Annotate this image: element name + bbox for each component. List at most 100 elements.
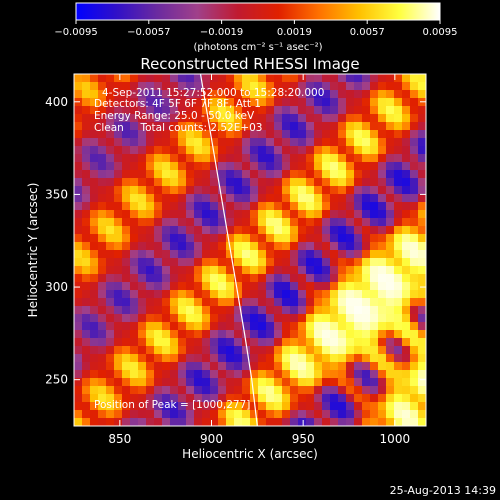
heatmap-cell xyxy=(194,370,203,379)
heatmap-cell xyxy=(290,90,299,99)
heatmap-cell xyxy=(186,194,195,203)
heatmap-cell xyxy=(138,162,147,171)
heatmap-cell xyxy=(338,298,347,307)
heatmap-cell xyxy=(386,154,395,163)
heatmap-cell xyxy=(346,178,355,187)
heatmap-cell xyxy=(322,258,331,267)
heatmap-cell xyxy=(290,242,299,251)
heatmap-cell xyxy=(226,330,235,339)
heatmap-cell xyxy=(82,218,91,227)
heatmap-cell xyxy=(346,218,355,227)
heatmap-cell xyxy=(90,90,99,99)
heatmap-cell xyxy=(258,114,267,123)
heatmap-cell xyxy=(90,154,99,163)
heatmap-cell xyxy=(194,218,203,227)
heatmap-cell xyxy=(402,378,411,387)
heatmap-cell xyxy=(154,354,163,363)
heatmap-cell xyxy=(250,338,259,347)
heatmap-cell xyxy=(130,298,139,307)
heatmap-cell xyxy=(346,162,355,171)
heatmap-cell xyxy=(418,178,426,187)
heatmap-cell xyxy=(82,114,91,123)
heatmap-cell xyxy=(98,322,107,331)
heatmap-cell xyxy=(322,122,331,131)
heatmap-cell xyxy=(394,386,403,395)
heatmap-cell xyxy=(226,274,235,283)
heatmap-cell xyxy=(330,138,339,147)
heatmap-cell xyxy=(178,378,187,387)
heatmap-cell xyxy=(346,122,355,131)
heatmap-cell xyxy=(266,138,275,147)
heatmap-cell xyxy=(322,290,331,299)
heatmap-cell xyxy=(362,354,371,363)
heatmap-cell xyxy=(138,74,147,83)
heatmap-cell xyxy=(202,410,211,419)
heatmap-cell xyxy=(338,378,347,387)
heatmap-cell xyxy=(250,274,259,283)
heatmap-cell xyxy=(370,402,379,411)
heatmap-cell xyxy=(298,234,307,243)
heatmap-cell xyxy=(386,98,395,107)
heatmap-cell xyxy=(274,170,283,179)
heatmap-cell xyxy=(154,410,163,419)
heatmap-cell xyxy=(186,274,195,283)
heatmap-cell xyxy=(306,114,315,123)
heatmap-cell xyxy=(402,282,411,291)
heatmap-cell xyxy=(154,90,163,99)
heatmap-cell xyxy=(162,346,171,355)
heatmap-cell xyxy=(130,90,139,99)
heatmap-cell xyxy=(394,378,403,387)
heatmap-cell xyxy=(354,386,363,395)
heatmap-cell xyxy=(138,402,147,411)
annotation-time: 4-Sep-2011 15:27:52.000 to 15:28:20.000 xyxy=(102,87,324,99)
heatmap-cell xyxy=(74,114,83,123)
heatmap-cell xyxy=(218,370,227,379)
heatmap-cell xyxy=(106,386,115,395)
heatmap-cell xyxy=(314,410,323,419)
heatmap-cell xyxy=(122,402,131,411)
heatmap-cell xyxy=(282,226,291,235)
heatmap-cell xyxy=(290,146,299,155)
heatmap-cell xyxy=(154,242,163,251)
heatmap-cell xyxy=(282,330,291,339)
heatmap-cell xyxy=(186,258,195,267)
heatmap-cell xyxy=(234,322,243,331)
heatmap-cell xyxy=(74,410,83,419)
heatmap-cell xyxy=(290,130,299,139)
heatmap-cell xyxy=(194,82,203,91)
heatmap-cell xyxy=(298,330,307,339)
heatmap-cell xyxy=(202,250,211,259)
heatmap-cell xyxy=(258,250,267,259)
heatmap-cell xyxy=(138,82,147,91)
heatmap-image xyxy=(74,74,426,426)
heatmap-cell xyxy=(90,330,99,339)
heatmap-cell xyxy=(210,90,219,99)
heatmap-cell xyxy=(194,362,203,371)
heatmap-cell xyxy=(418,418,426,426)
heatmap-cell xyxy=(186,250,195,259)
heatmap-cell xyxy=(106,106,115,115)
heatmap-cell xyxy=(346,130,355,139)
heatmap-cell xyxy=(306,282,315,291)
heatmap-cell xyxy=(122,322,131,331)
heatmap-cell xyxy=(106,234,115,243)
heatmap-cell xyxy=(386,138,395,147)
heatmap-cell xyxy=(74,378,83,387)
heatmap-cell xyxy=(282,90,291,99)
heatmap-cell xyxy=(170,162,179,171)
heatmap-cell xyxy=(90,194,99,203)
heatmap-cell xyxy=(90,346,99,355)
heatmap-cell xyxy=(418,138,426,147)
heatmap-cell xyxy=(194,194,203,203)
heatmap-cell xyxy=(298,346,307,355)
heatmap-cell xyxy=(210,170,219,179)
heatmap-cell xyxy=(90,130,99,139)
heatmap-cell xyxy=(194,98,203,107)
heatmap-cell xyxy=(274,338,283,347)
heatmap-cell xyxy=(242,170,251,179)
heatmap-cell xyxy=(122,418,131,426)
heatmap-cell xyxy=(386,146,395,155)
heatmap-cell xyxy=(346,314,355,323)
heatmap-cell xyxy=(234,330,243,339)
heatmap-cell xyxy=(250,266,259,275)
